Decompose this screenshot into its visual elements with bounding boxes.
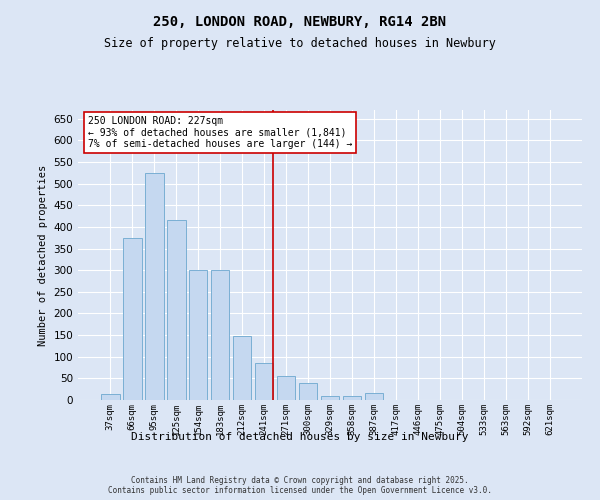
Text: 250, LONDON ROAD, NEWBURY, RG14 2BN: 250, LONDON ROAD, NEWBURY, RG14 2BN bbox=[154, 15, 446, 29]
Bar bbox=[145, 173, 164, 400]
Text: 250 LONDON ROAD: 227sqm
← 93% of detached houses are smaller (1,841)
7% of semi-: 250 LONDON ROAD: 227sqm ← 93% of detache… bbox=[88, 116, 352, 149]
Text: Contains HM Land Registry data © Crown copyright and database right 2025.
Contai: Contains HM Land Registry data © Crown c… bbox=[108, 476, 492, 495]
Bar bbox=[211, 270, 229, 400]
Bar bbox=[365, 392, 383, 400]
Bar bbox=[343, 396, 361, 400]
Bar bbox=[233, 336, 251, 400]
Bar bbox=[320, 396, 340, 400]
Y-axis label: Number of detached properties: Number of detached properties bbox=[38, 164, 48, 346]
Bar bbox=[299, 382, 317, 400]
Text: Size of property relative to detached houses in Newbury: Size of property relative to detached ho… bbox=[104, 38, 496, 51]
Bar bbox=[167, 220, 185, 400]
Bar bbox=[189, 270, 208, 400]
Bar bbox=[255, 363, 274, 400]
Bar bbox=[101, 394, 119, 400]
Bar bbox=[123, 238, 142, 400]
Text: Distribution of detached houses by size in Newbury: Distribution of detached houses by size … bbox=[131, 432, 469, 442]
Bar bbox=[277, 376, 295, 400]
